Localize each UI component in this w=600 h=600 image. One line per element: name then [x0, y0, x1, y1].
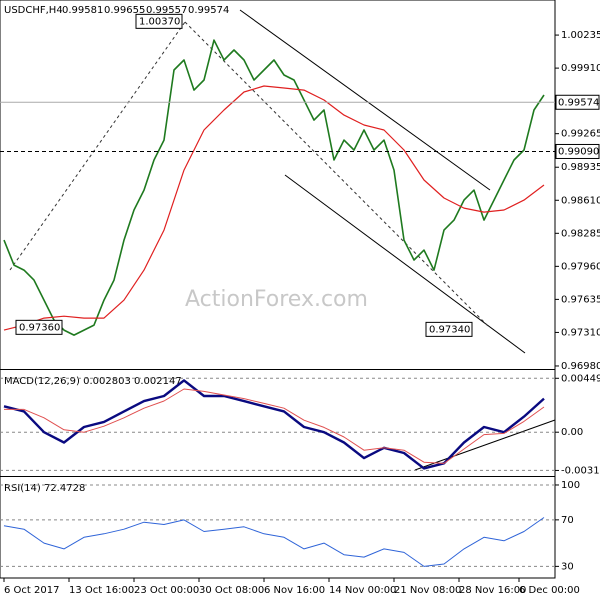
panel-title: MACD(12,26,9) 0.002803 0.002147	[4, 376, 182, 387]
series-line	[4, 388, 545, 464]
channel-line	[239, 9, 491, 191]
annotation-label: 0.97360	[19, 322, 60, 333]
y-tick-label: 100	[561, 480, 580, 491]
chart-title: USDCHF,H4	[4, 5, 63, 16]
y-tick-label: 0.99265	[561, 129, 600, 140]
x-tick-label: 28 Nov 16:00	[459, 585, 526, 596]
price-label-box	[555, 143, 600, 159]
y-tick-label: 0.97635	[561, 294, 600, 305]
y-tick-label: 0.98935	[561, 162, 600, 173]
x-tick-label: 14 Nov 00:00	[329, 585, 396, 596]
y-tick-label: 70	[561, 515, 574, 526]
x-tick-label: 6 Dec 00:00	[519, 585, 580, 596]
y-tick-label: 0.99910	[561, 63, 600, 74]
header-value: 0.99574	[188, 5, 229, 16]
x-tick-label: 6 Nov 16:00	[264, 585, 325, 596]
series-line	[3, 39, 545, 336]
annotation-label: 1.00370	[139, 16, 180, 27]
watermark: ActionForex.com	[185, 287, 368, 312]
y-tick-label: 0.98610	[561, 195, 600, 206]
y-tick-label: 0.97960	[561, 261, 600, 272]
trend-line	[184, 21, 491, 329]
annotation-label: 0.97340	[429, 324, 470, 335]
series-line	[3, 85, 545, 331]
price-label: 0.99574	[558, 97, 599, 108]
header-value: 0.99655	[104, 5, 145, 16]
y-tick-label: 0.00	[561, 427, 583, 438]
plot-frame	[0, 0, 556, 579]
header-value: 0.99557	[146, 5, 187, 16]
trend-line	[9, 21, 186, 271]
header-value: 0.99581	[62, 5, 103, 16]
macd-trend-line	[414, 419, 556, 471]
annotation-box	[135, 13, 183, 29]
y-tick-label: -0.003186	[561, 465, 600, 476]
x-tick-label: 30 Oct 08:00	[199, 585, 264, 596]
x-tick-label: 23 Oct 00:00	[134, 585, 199, 596]
series-line	[3, 517, 545, 567]
y-tick-label: 30	[561, 561, 574, 572]
annotation-box	[15, 319, 63, 335]
price-label-box	[555, 94, 600, 110]
channel-line	[284, 174, 526, 354]
y-tick-label: 1.00235	[561, 30, 600, 41]
y-tick-label: 0.96980	[561, 361, 600, 372]
price-label: 0.99090	[558, 146, 599, 157]
y-tick-label: 0.004493	[561, 373, 600, 384]
series-line	[3, 379, 545, 470]
y-tick-label: 0.98285	[561, 228, 600, 239]
x-tick-label: 21 Nov 08:00	[394, 585, 461, 596]
annotation-box	[425, 321, 473, 337]
x-tick-label: 6 Oct 2017	[4, 585, 59, 596]
panel-title: RSI(14) 72.4728	[4, 483, 85, 494]
x-tick-label: 13 Oct 16:00	[69, 585, 134, 596]
y-tick-label: 0.97310	[561, 327, 600, 338]
